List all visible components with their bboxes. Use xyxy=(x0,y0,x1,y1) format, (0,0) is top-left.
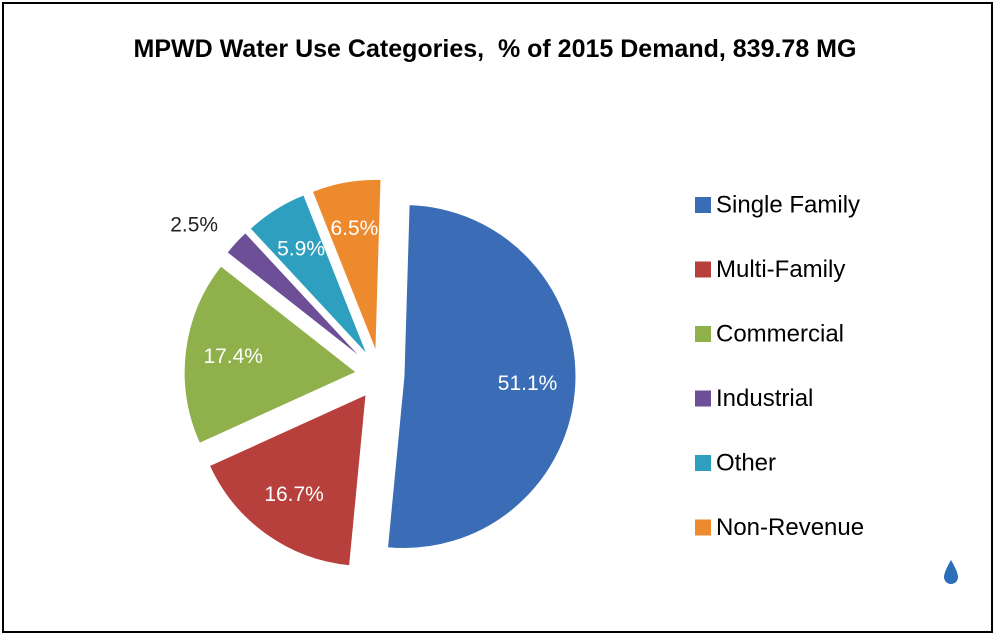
legend-label: Multi-Family xyxy=(716,256,845,283)
pie-slice xyxy=(183,265,358,444)
pie-slice xyxy=(249,194,368,356)
data-label: 6.5% xyxy=(330,217,378,240)
data-label: 51.1% xyxy=(498,372,558,395)
logo xyxy=(944,560,958,584)
legend-swatch xyxy=(695,519,711,536)
legend-label: Non-Revenue xyxy=(716,514,864,541)
legend-swatch xyxy=(695,390,711,407)
chart-title: MPWD Water Use Categories, % of 2015 Dem… xyxy=(133,35,857,63)
data-label: 5.9% xyxy=(277,238,325,261)
legend-label: Single Family xyxy=(716,191,860,218)
legend-label: Industrial xyxy=(716,385,813,412)
data-label: 17.4% xyxy=(203,345,263,368)
legend-swatch xyxy=(695,455,711,471)
pie-slice xyxy=(386,204,577,549)
data-label: 16.7% xyxy=(264,483,324,506)
legend-swatch xyxy=(695,261,711,278)
pie-slice xyxy=(208,393,367,567)
data-label: 2.5% xyxy=(170,214,218,237)
legend-swatch xyxy=(695,197,711,213)
legend-label: Commercial xyxy=(716,320,844,347)
pie-slice xyxy=(226,231,363,360)
pie-slice xyxy=(311,178,382,352)
legend-swatch xyxy=(695,326,711,342)
legend-label: Other xyxy=(716,449,776,476)
